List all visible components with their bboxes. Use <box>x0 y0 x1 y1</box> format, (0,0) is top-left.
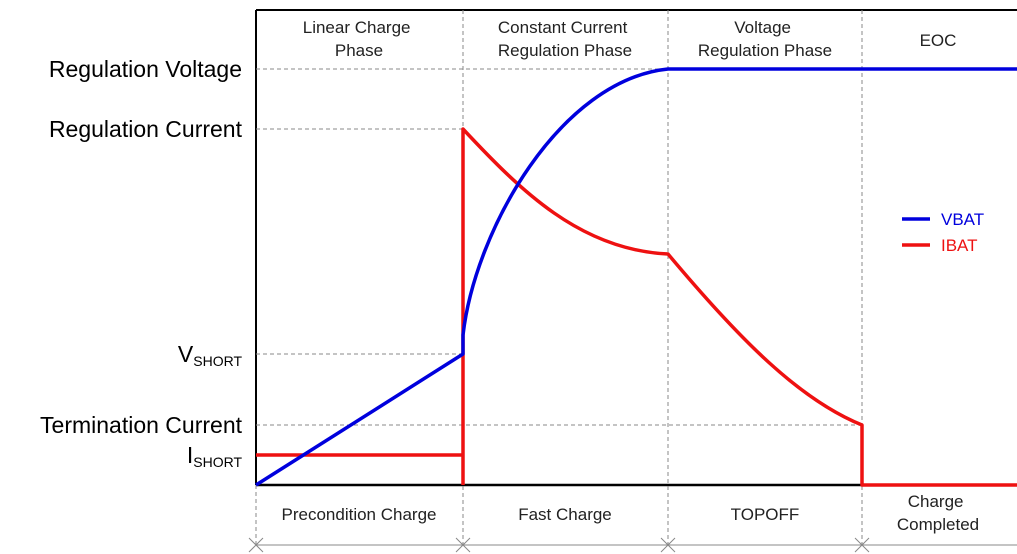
span-cross-3 <box>854 537 870 553</box>
bottom-label-topoff: TOPOFF <box>731 505 800 524</box>
label-vshort-main: V <box>178 341 194 367</box>
phase-label-cv-line2: Regulation Phase <box>698 41 832 60</box>
phase-label-cc: Constant Current Regulation Phase <box>498 18 632 60</box>
span-cross-0 <box>248 537 264 553</box>
phase-label-cc-line1: Constant Current <box>498 18 628 37</box>
label-vshort: VSHORT <box>178 341 243 369</box>
phase-label-cv-line1: Voltage <box>734 18 791 37</box>
label-ishort-main: I <box>187 442 193 468</box>
label-ishort: ISHORT <box>187 442 243 470</box>
label-regulation-current: Regulation Current <box>49 116 243 142</box>
ibat-curve <box>256 127 1017 487</box>
phase-label-cv: Voltage Regulation Phase <box>698 18 832 60</box>
phase-label-linear-line1: Linear Charge <box>303 18 411 37</box>
reference-lines <box>256 68 862 456</box>
phase-label-linear-line2: Phase <box>335 41 383 60</box>
phase-dividers <box>255 10 863 545</box>
vbat-curve <box>255 67 1017 487</box>
bottom-label-precondition: Precondition Charge <box>282 505 437 524</box>
label-ishort-sub: SHORT <box>193 454 242 470</box>
bottom-label-completed-line1: Charge <box>908 492 964 511</box>
label-regulation-voltage: Regulation Voltage <box>49 56 242 82</box>
phase-label-cc-line2: Regulation Phase <box>498 41 632 60</box>
phase-label-linear: Linear Charge Phase <box>303 18 415 60</box>
span-cross-1 <box>455 537 471 553</box>
bottom-label-completed-line2: Completed <box>897 515 979 534</box>
bottom-label-fast: Fast Charge <box>518 505 612 524</box>
phase-label-eoc: EOC <box>920 31 957 50</box>
legend-vbat-label: VBAT <box>941 210 984 229</box>
legend-ibat-label: IBAT <box>941 236 978 255</box>
legend: VBAT IBAT <box>902 210 984 255</box>
label-termination-current: Termination Current <box>40 412 243 438</box>
time-span-markers <box>248 537 1017 553</box>
span-cross-2 <box>660 537 676 553</box>
label-vshort-sub: SHORT <box>193 353 242 369</box>
bottom-label-completed: Charge Completed <box>897 492 979 534</box>
